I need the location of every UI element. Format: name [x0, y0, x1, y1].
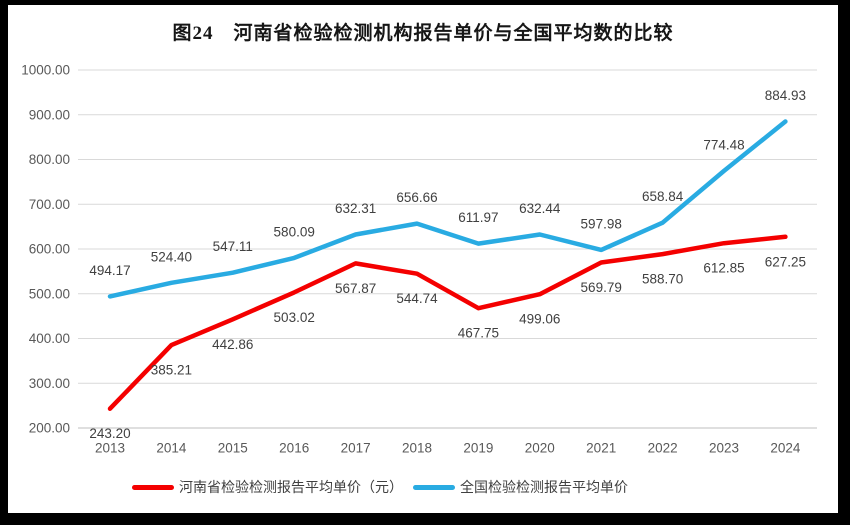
y-axis-tick-label: 300.00 — [29, 376, 70, 391]
x-axis-tick-label: 2020 — [525, 441, 555, 456]
data-label: 547.11 — [213, 239, 253, 254]
data-label: 385.21 — [151, 363, 192, 378]
legend-item-national: 全国检验检测报告平均单价 — [413, 477, 628, 497]
x-axis-tick-label: 2013 — [95, 441, 125, 456]
data-label: 612.85 — [703, 261, 744, 276]
data-label: 467.75 — [458, 326, 499, 341]
x-axis-tick-label: 2018 — [402, 441, 432, 456]
data-label: 597.98 — [581, 216, 622, 231]
x-axis-tick-label: 2017 — [341, 441, 371, 456]
y-axis-tick-label: 600.00 — [29, 242, 70, 257]
data-label: 588.70 — [642, 272, 683, 287]
data-label: 658.84 — [642, 189, 684, 204]
chart-title: 图24 河南省检验检测机构报告单价与全国平均数的比较 — [172, 23, 674, 44]
data-label: 580.09 — [274, 224, 315, 239]
data-label: 569.79 — [581, 280, 622, 295]
data-label: 503.02 — [274, 310, 315, 325]
x-axis-tick-label: 2022 — [648, 441, 678, 456]
chart-plot-area: 200.00 300.00 400.00 500.00 600.00 700.00 800.… — [21, 63, 817, 456]
x-axis-tick-label: 2024 — [770, 441, 801, 456]
data-label: 627.25 — [765, 254, 806, 269]
legend-label-national: 全国检验检测报告平均单价 — [460, 481, 628, 496]
y-axis-tick-label: 500.00 — [29, 286, 70, 301]
y-axis-tick-label: 200.00 — [29, 421, 70, 436]
legend: 河南省检验检测报告平均单价（元） 全国检验检测报告平均单价 — [8, 477, 795, 497]
legend-label-henan: 河南省检验检测报告平均单价（元） — [179, 481, 403, 496]
series-line-1 — [107, 119, 788, 299]
y-axis-tick-label: 900.00 — [29, 107, 70, 122]
data-label: 632.31 — [335, 201, 376, 216]
data-label: 499.06 — [519, 312, 560, 327]
y-axis-tick-label: 700.00 — [29, 197, 70, 212]
x-axis-tick-label: 2016 — [279, 441, 309, 456]
y-axis-tick-label: 1000.00 — [21, 63, 70, 78]
data-label: 544.74 — [396, 291, 438, 306]
chart-canvas: 图24 河南省检验检测机构报告单价与全国平均数的比较 200.00 300.00 4… — [8, 5, 838, 513]
y-axis-tick-label: 800.00 — [29, 152, 70, 167]
legend-swatch-national — [413, 484, 455, 490]
data-label: 656.66 — [396, 190, 437, 205]
data-label: 884.93 — [765, 88, 806, 103]
x-axis-tick-label: 2015 — [218, 441, 248, 456]
data-label: 494.17 — [89, 263, 130, 278]
data-label: 632.44 — [519, 201, 561, 216]
x-axis-tick-label: 2019 — [463, 441, 493, 456]
legend-swatch-henan — [132, 484, 174, 490]
data-label: 774.48 — [703, 137, 744, 152]
y-axis-tick-label: 400.00 — [29, 331, 70, 346]
data-label: 611.97 — [458, 210, 498, 225]
x-axis-tick-label: 2023 — [709, 441, 739, 456]
x-axis-tick-label: 2014 — [156, 441, 187, 456]
x-axis-tick-label: 2021 — [586, 441, 616, 456]
legend-item-henan: 河南省检验检测报告平均单价（元） — [132, 477, 403, 497]
series-line-0 — [107, 234, 788, 411]
data-label: 243.20 — [89, 426, 130, 441]
data-label: 524.40 — [151, 249, 192, 264]
data-label: 567.87 — [335, 281, 376, 296]
data-label: 442.86 — [212, 337, 253, 352]
